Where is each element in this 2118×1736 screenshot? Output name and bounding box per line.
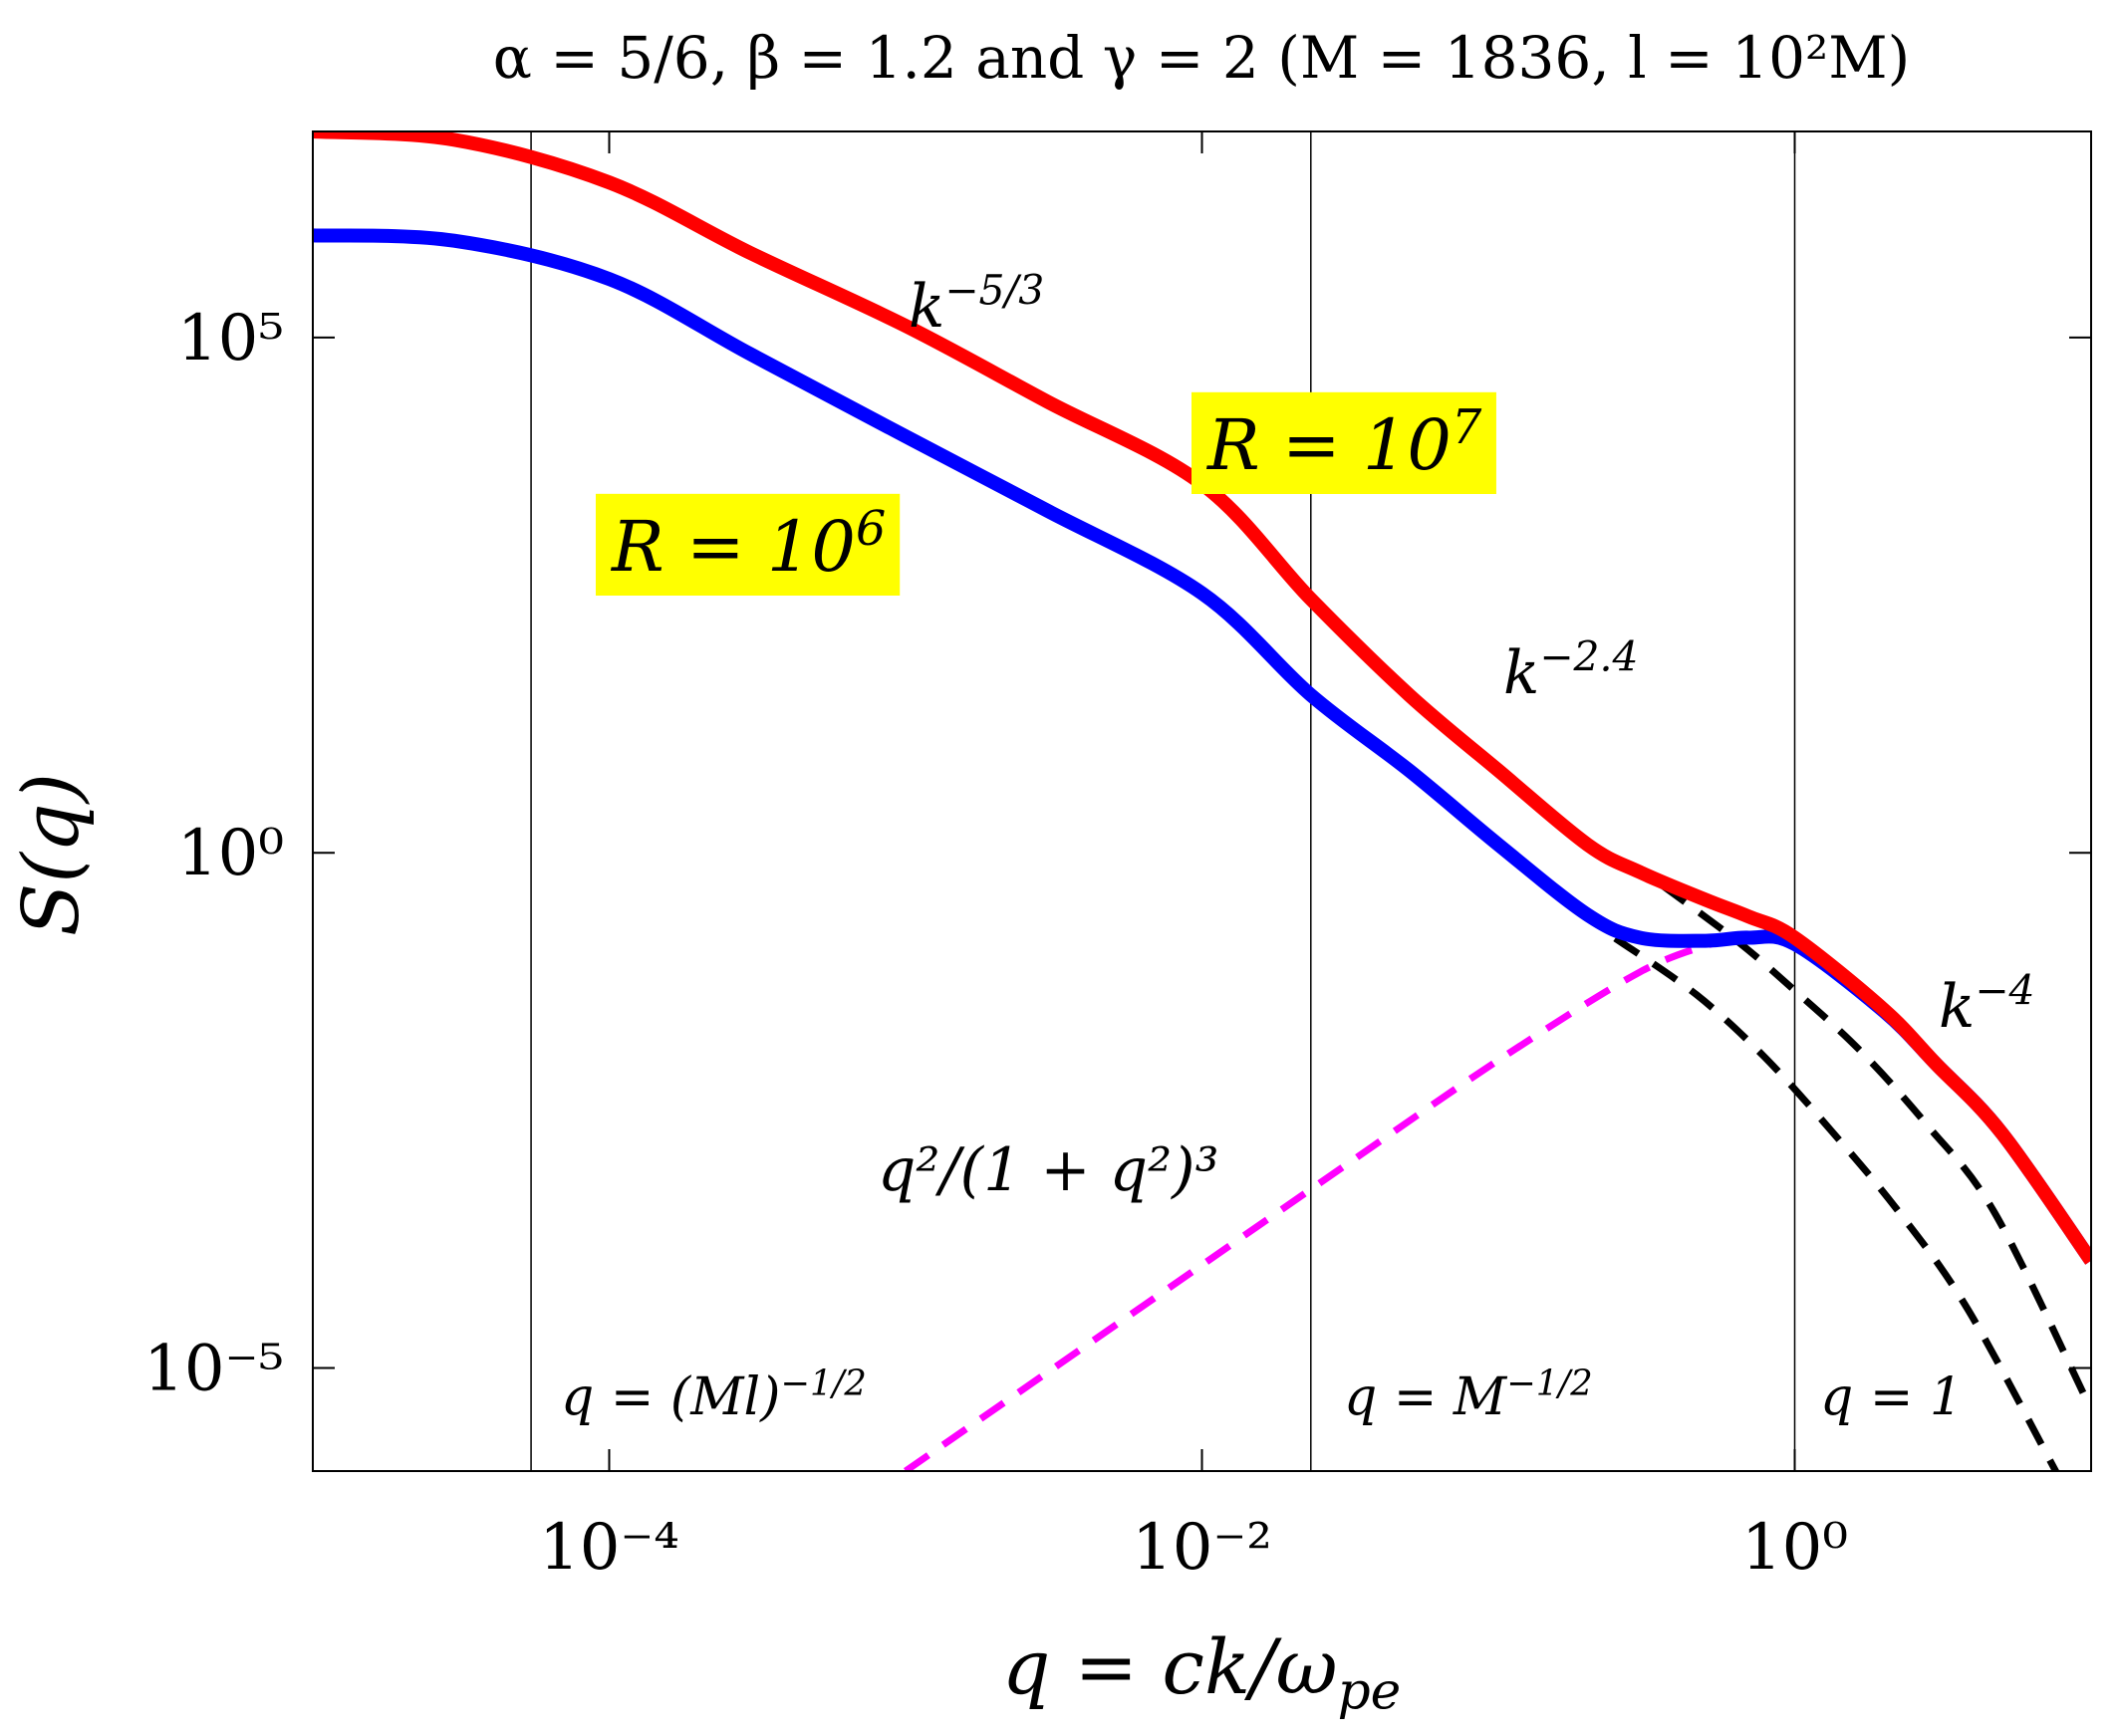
annotation-sup: −2.4	[1539, 633, 1638, 681]
series-line	[1613, 935, 2060, 1471]
annotation-box	[596, 493, 901, 596]
annotation-sup: 6	[856, 502, 886, 557]
y-tick-label: 10⁵	[177, 302, 284, 375]
annotation-main: q²/(1 + q²)³	[878, 1135, 1219, 1205]
reference-label-sup: −1/2	[1506, 1364, 1593, 1404]
reference-label: q = 1	[1820, 1367, 1963, 1427]
y-tick-label: 10⁰	[177, 817, 284, 890]
reference-label-sup: −1/2	[780, 1364, 867, 1404]
x-axis-label-main: q = ck/ω	[1002, 1622, 1338, 1711]
annotation: k−5/3	[909, 267, 1044, 342]
x-tick-label: 10⁻⁴	[539, 1511, 679, 1585]
annotation-sup: −4	[1975, 967, 2034, 1015]
x-tick-label: 10⁰	[1741, 1511, 1848, 1585]
annotation-sup: 7	[1452, 400, 1482, 455]
annotation-main: R = 10	[610, 506, 856, 588]
reference-label-main: q = M	[1344, 1367, 1508, 1427]
chart-title: α = 5/6, β = 1.2 and γ = 2 (M = 1836, l …	[493, 24, 1911, 92]
x-axis-label-sub: pe	[1338, 1662, 1402, 1722]
plot-area	[313, 131, 2091, 1471]
x-axis-label: q = ck/ωpe	[1002, 1622, 1402, 1722]
annotation-box	[1191, 391, 1496, 494]
x-tick-label: 10⁻²	[1132, 1511, 1272, 1585]
reference-label-main: q = (Ml)	[561, 1367, 780, 1427]
annotation: R = 107	[1205, 400, 1482, 486]
reference-label: q = M−1/2	[1344, 1364, 1593, 1427]
annotation-main: R = 10	[1205, 404, 1452, 486]
annotation: R = 106	[610, 502, 886, 588]
series-line	[313, 131, 2091, 1265]
annotation: k−4	[1939, 967, 2035, 1042]
y-axis-label: S(q)	[7, 773, 97, 936]
reference-label: q = (Ml)−1/2	[561, 1364, 867, 1427]
reference-label-main: q = 1	[1820, 1367, 1963, 1427]
annotation: k−2.4	[1503, 633, 1638, 708]
annotation-main: k	[1503, 638, 1539, 708]
annotation-sup: −5/3	[944, 267, 1044, 315]
annotation-main: k	[1939, 972, 1975, 1042]
y-tick-label: 10⁻⁵	[143, 1333, 284, 1406]
annotation: q²/(1 + q²)³	[878, 1135, 1219, 1205]
series-line	[904, 938, 1720, 1471]
annotation-main: k	[909, 272, 944, 342]
